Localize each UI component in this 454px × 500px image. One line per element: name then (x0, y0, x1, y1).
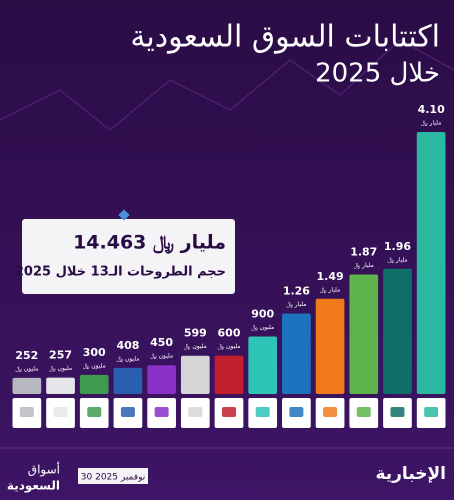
value-label: 600 (218, 327, 241, 340)
brand: الإخبارية (375, 464, 446, 484)
value-label: 1.49 (317, 270, 344, 283)
value-unit: مليون ﷼ (217, 343, 240, 350)
company-logo-mark (19, 407, 34, 417)
value-label: 1.87 (350, 246, 377, 259)
value-unit: مليون ﷼ (184, 343, 207, 350)
value-label: 408 (116, 339, 139, 352)
value-label: 900 (251, 307, 274, 320)
company-logo-mark (255, 407, 270, 417)
bars: 252 مليون ﷼ 257 مليون ﷼ 300 مليون ﷼ 408 مليون ﷼… (12, 103, 446, 428)
value-label: 450 (150, 336, 173, 349)
value-label: 599 (184, 327, 207, 340)
value-unit: مليون ﷼ (15, 365, 38, 372)
company-logo-mark (424, 407, 439, 417)
bar (180, 355, 210, 394)
value-unit: مليار ﷼ (320, 286, 340, 293)
bar (147, 365, 176, 394)
bar (12, 377, 42, 394)
source-line2: السعودية (7, 479, 60, 494)
value-unit: مليار ﷼ (421, 120, 441, 127)
company-logo-mark (154, 407, 169, 417)
value-label: 1.96 (384, 240, 411, 253)
date: 30 نوفمبر 2025 (81, 473, 145, 483)
value-label: 1.26 (283, 284, 310, 297)
value-unit: مليار ﷼ (354, 262, 374, 269)
bar (282, 313, 311, 394)
value-unit: مليون ﷼ (116, 355, 139, 362)
value-unit: مليون ﷼ (49, 365, 72, 372)
value-label: 257 (49, 349, 72, 362)
value-label: 252 (15, 349, 38, 362)
company-logo-mark (53, 407, 68, 417)
value-unit: مليار ﷼ (387, 256, 407, 263)
subtitle: خلال 2025 (315, 59, 440, 89)
company-logo-mark (120, 407, 135, 417)
date-box (78, 468, 148, 484)
bar (46, 377, 75, 394)
callout-box (22, 219, 235, 294)
company-logo-mark (390, 407, 405, 417)
company-logo-mark (289, 407, 304, 417)
source-line1: أسواق (28, 462, 60, 478)
bar (79, 374, 109, 394)
value-unit: مليون ﷼ (83, 362, 106, 369)
company-logo-mark (188, 407, 203, 417)
callout-text: حجم الطروحات الـ13 خلال 2025 (15, 265, 226, 280)
value-label: 4.10 (418, 103, 445, 116)
value-unit: مليون ﷼ (150, 353, 173, 360)
company-logo-mark (87, 407, 102, 417)
decor-line (0, 39, 454, 131)
bar (113, 367, 143, 394)
value-unit: مليون ﷼ (251, 324, 274, 331)
company-logo-mark (356, 407, 371, 417)
company-logo-mark (222, 407, 236, 417)
bar (383, 268, 412, 394)
bar (416, 132, 446, 394)
value-label: 300 (83, 346, 106, 359)
company-logo-mark (323, 407, 338, 417)
bar (315, 298, 345, 394)
title: اكتتابات السوق السعودية (130, 20, 440, 55)
callout-total: 14.463 مليار ﷼ (73, 232, 226, 255)
value-unit: مليار ﷼ (286, 301, 306, 308)
bar (214, 355, 244, 394)
bar (248, 336, 278, 394)
bar (349, 274, 379, 394)
